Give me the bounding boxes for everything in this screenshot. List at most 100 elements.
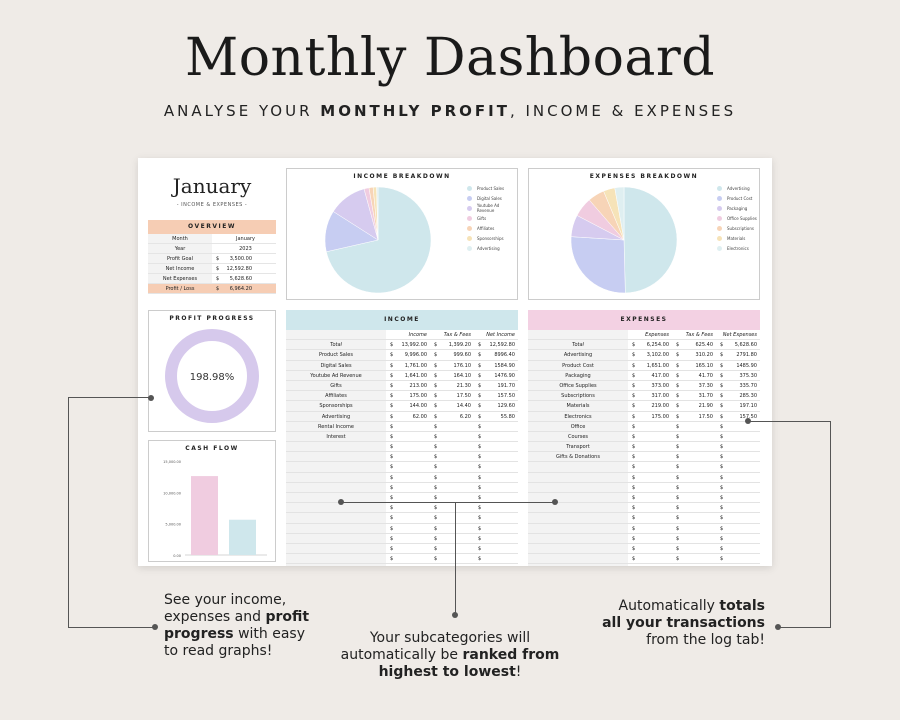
table-cell: $6,254.00	[628, 340, 672, 349]
legend-label: Office Supplies	[727, 215, 757, 221]
table-column-header: Tax & Fees	[685, 332, 713, 338]
table-cell: $	[628, 452, 672, 461]
currency-symbol: $	[434, 464, 438, 471]
currency-symbol: $	[434, 525, 438, 532]
cash-flow-chart: CASH FLOW 15,000.00 10,000.00 5,000.00 0.00	[148, 440, 276, 562]
currency-symbol: $	[720, 362, 724, 369]
cell-value: 310.20	[695, 352, 714, 359]
cell-value: 317.00	[651, 393, 670, 400]
table-cell: $	[474, 554, 518, 563]
cell-value: 176.10	[453, 362, 472, 369]
table-cell: $1,761.00	[386, 361, 430, 370]
table-cell: $165.10	[672, 361, 716, 370]
table-row: Sponsorships $144.00 $14.40 $129.60	[286, 401, 518, 412]
table-row: Materials $219.00 $21.90 $197.10	[528, 401, 760, 412]
pie-slice	[326, 186, 432, 294]
profit-ring: 198.98%	[165, 329, 259, 423]
month-title: January	[172, 174, 252, 198]
currency-symbol: $	[720, 464, 724, 471]
legend-item: Advertising	[467, 243, 517, 253]
currency-symbol: $	[478, 382, 482, 389]
table-cell: $5,628.60	[716, 340, 760, 349]
y-tick-label: 5,000.00	[165, 523, 181, 527]
table-column-header: Net Expenses	[722, 332, 757, 338]
currency-symbol: $	[478, 362, 482, 369]
legend-label: Youtube Ad Revenue	[476, 203, 500, 213]
cell-value: 5,628.60	[734, 342, 757, 349]
table-cell: $	[628, 483, 672, 492]
currency-symbol: $	[720, 545, 724, 552]
cell-value: 1485.90	[736, 362, 757, 369]
currency-symbol: $	[434, 515, 438, 522]
table-cell: $175.00	[386, 391, 430, 400]
cell-value: 335.70	[739, 382, 758, 389]
currency-symbol: $	[676, 382, 680, 389]
legend-label: Advertising	[727, 185, 750, 191]
currency-symbol: $	[434, 495, 438, 501]
pie-slice	[623, 186, 678, 294]
cash-flow-title: CASH FLOW	[185, 445, 239, 452]
currency-symbol: $	[390, 413, 394, 420]
cell-value: 625.40	[695, 342, 714, 349]
table-row-empty: $ $ $	[286, 543, 518, 555]
table-cell: $	[628, 422, 672, 431]
row-label	[286, 472, 386, 482]
row-label: Affiliates	[286, 391, 386, 401]
currency-symbol: $	[632, 495, 636, 501]
currency-symbol: $	[478, 433, 482, 440]
cell-value: 6,254.00	[646, 342, 669, 349]
cell-value: 21.30	[456, 382, 471, 389]
cell-value: 164.10	[453, 372, 472, 379]
table-cell: $	[386, 483, 430, 492]
currency-symbol: $	[632, 564, 635, 566]
currency-symbol: $	[676, 464, 680, 471]
currency-symbol: $	[478, 464, 482, 471]
row-label: Subscriptions	[528, 391, 628, 401]
legend-label: Product Sales	[477, 185, 505, 191]
currency-symbol: $	[434, 454, 438, 461]
cell-value: 1,651.00	[646, 362, 669, 369]
table-cell: $	[430, 493, 474, 502]
table-cell: $	[474, 513, 518, 522]
currency-symbol: $	[632, 393, 636, 400]
table-cell: $	[628, 473, 672, 482]
currency-symbol: $	[434, 403, 438, 410]
legend-label: Packaging	[727, 205, 748, 211]
cell-value: 375.30	[739, 372, 758, 379]
table-cell: $	[716, 503, 760, 512]
row-label: Total	[286, 340, 386, 350]
currency-symbol: $	[478, 556, 482, 563]
legend-item: Digital Sales	[467, 193, 517, 203]
table-cell: $	[672, 554, 716, 563]
cell-value: 165.10	[695, 362, 714, 369]
cell-value: 285.30	[739, 393, 758, 400]
table-cell: $	[386, 452, 430, 461]
cell-value: 55.80	[500, 413, 515, 420]
currency-symbol: $	[632, 413, 636, 420]
mid-connector-line	[341, 502, 555, 503]
currency-symbol: $	[676, 564, 679, 566]
table-row: Product Sales $9,996.00 $999.60 $8996.40	[286, 350, 518, 361]
cell-value: 213.00	[409, 382, 428, 389]
currency-symbol: $	[434, 393, 438, 400]
table-cell: $	[716, 513, 760, 522]
left-connector-dot	[152, 624, 158, 630]
currency-symbol: $	[390, 382, 394, 389]
legend-item: Sponsorships	[467, 233, 517, 243]
table-row-empty: $ $ $	[528, 543, 760, 555]
legend-label: Advertising	[477, 245, 500, 251]
currency-symbol: $	[478, 515, 482, 522]
table-cell: $	[430, 422, 474, 431]
table-cell: $	[386, 462, 430, 471]
currency-symbol: $	[720, 454, 724, 461]
table-cell: $	[474, 534, 518, 543]
table-column-header: Tax & Fees	[443, 332, 471, 338]
legend-swatch	[467, 225, 472, 231]
cell-value: 1,761.00	[404, 362, 427, 369]
row-label	[528, 482, 628, 492]
currency-symbol: $	[434, 545, 438, 552]
table-column-header-row: Income Tax & Fees Net Income	[286, 330, 518, 341]
cell-value: 14.40	[456, 403, 471, 410]
cell-value: 1584.90	[494, 362, 515, 369]
legend-item: Advertising	[717, 183, 757, 193]
